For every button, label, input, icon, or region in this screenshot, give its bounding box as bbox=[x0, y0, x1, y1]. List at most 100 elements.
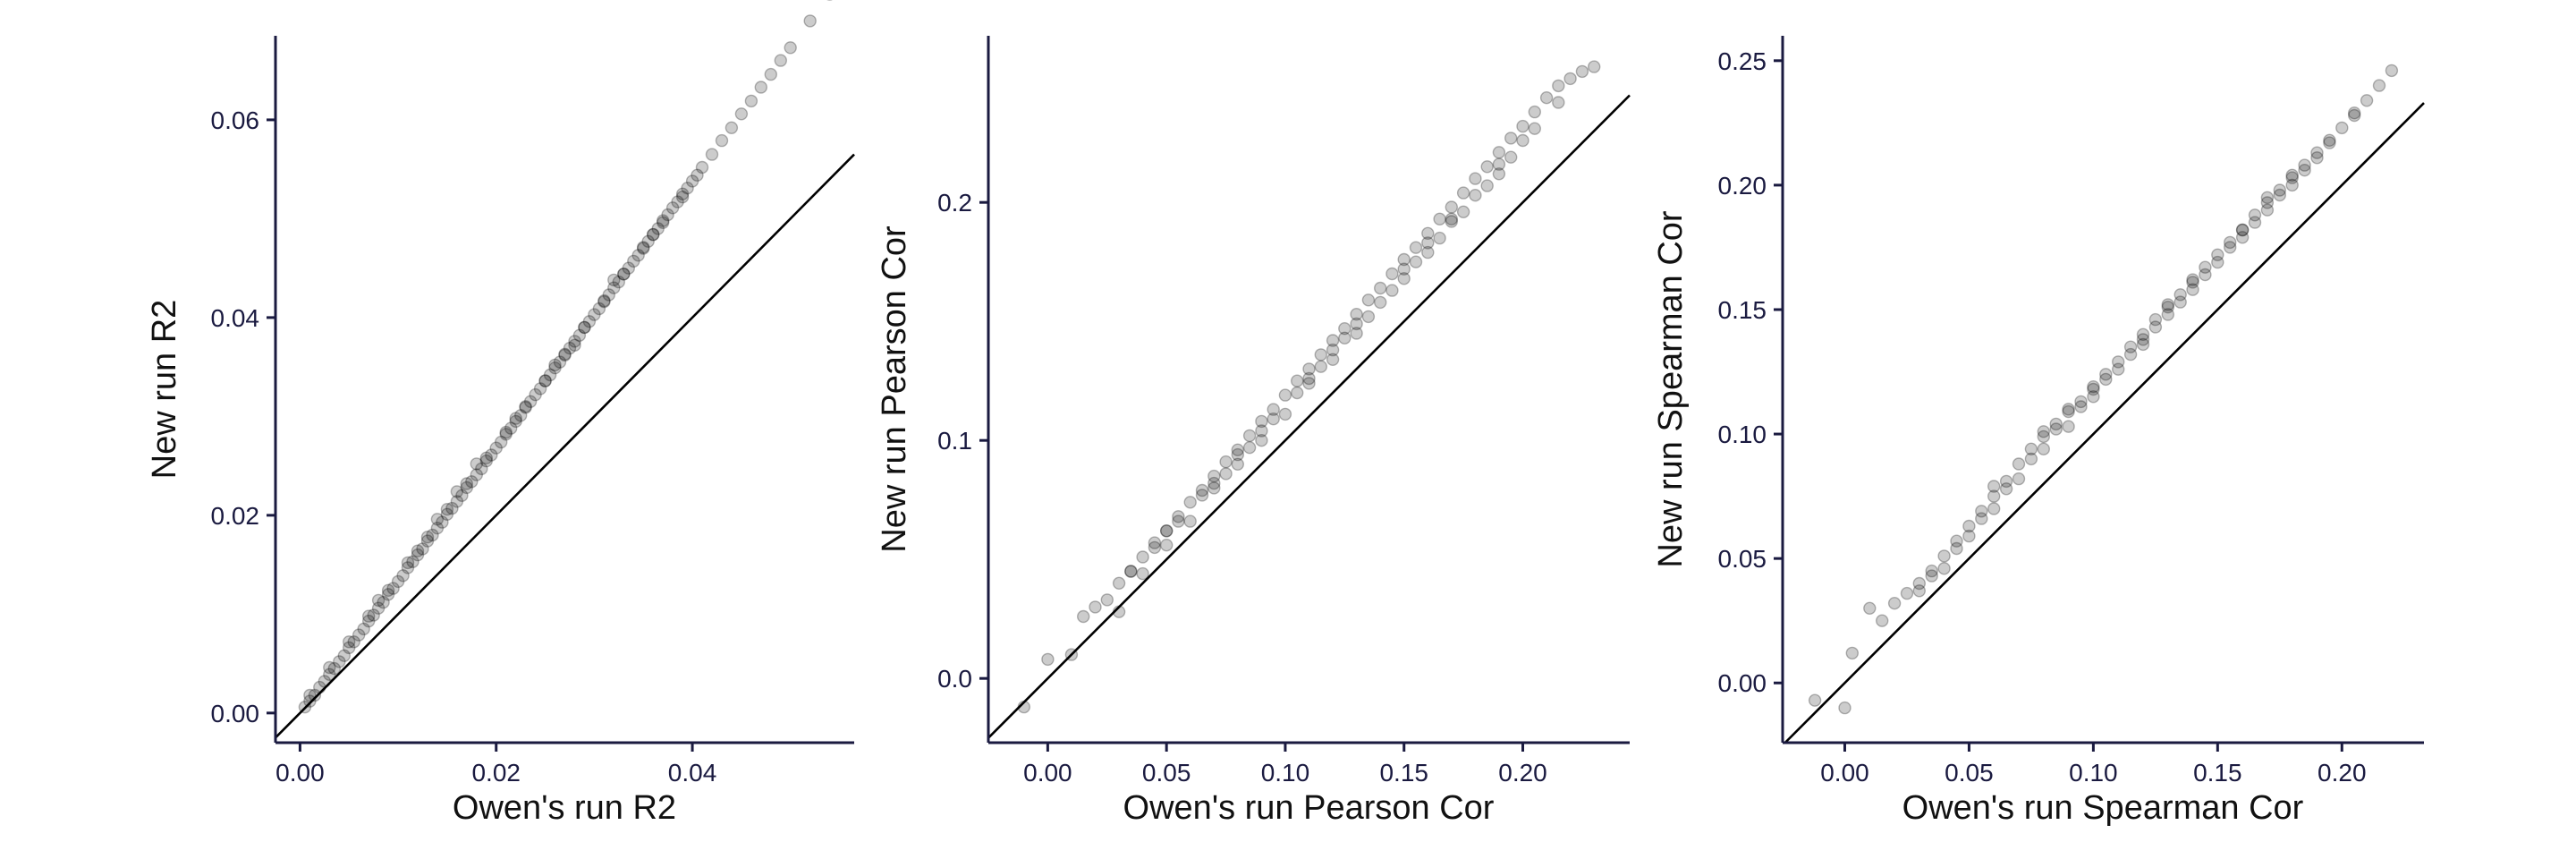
x-axis-title: Owen's run R2 bbox=[453, 789, 676, 827]
data-point bbox=[455, 489, 469, 502]
data-point bbox=[578, 320, 591, 335]
data-point bbox=[362, 614, 376, 628]
data-point bbox=[2285, 178, 2299, 192]
data-point bbox=[1290, 374, 1304, 387]
data-point bbox=[1385, 267, 1399, 281]
data-point bbox=[1912, 584, 1927, 598]
data-point bbox=[592, 302, 606, 316]
data-point bbox=[1041, 652, 1055, 667]
data-point bbox=[2161, 298, 2175, 311]
data-point bbox=[1950, 534, 1963, 548]
data-point bbox=[657, 216, 670, 230]
data-point bbox=[1195, 483, 1209, 498]
data-point bbox=[671, 195, 684, 208]
data-point bbox=[2199, 260, 2212, 274]
data-point bbox=[1445, 200, 1459, 214]
data-point bbox=[411, 548, 425, 562]
data-point bbox=[627, 254, 640, 268]
data-point bbox=[470, 468, 483, 481]
data-point bbox=[1492, 146, 1506, 159]
data-point bbox=[1159, 539, 1174, 552]
data-point bbox=[1373, 281, 1387, 295]
data-point bbox=[568, 338, 581, 352]
data-point bbox=[1267, 403, 1280, 416]
x-tick-label: 0.10 bbox=[2069, 759, 2118, 787]
data-point bbox=[612, 275, 625, 289]
data-point bbox=[333, 655, 346, 668]
data-point bbox=[1314, 360, 1328, 373]
data-point bbox=[2211, 248, 2224, 261]
x-tick-label: 0.00 bbox=[1820, 759, 1869, 787]
x-axis-title: Owen's run Pearson Cor bbox=[1123, 789, 1495, 827]
data-point bbox=[1302, 362, 1316, 376]
data-point bbox=[1445, 215, 1459, 228]
data-point bbox=[657, 214, 670, 227]
data-point bbox=[2323, 136, 2336, 149]
data-point bbox=[1937, 562, 1951, 575]
data-point bbox=[1302, 371, 1316, 386]
data-point bbox=[2012, 457, 2026, 471]
data-point bbox=[538, 374, 552, 387]
data-point bbox=[1900, 586, 1914, 600]
data-point bbox=[445, 501, 459, 515]
data-point bbox=[416, 542, 429, 556]
panel-pearson: 0.00 0.05 0.10 0.15 0.20 0.0 0.1 0.2 Owen's run … bbox=[876, 36, 1631, 827]
data-point bbox=[2074, 400, 2088, 413]
data-point bbox=[1516, 133, 1530, 148]
data-point bbox=[685, 174, 699, 188]
data-point bbox=[647, 227, 660, 242]
data-point bbox=[705, 148, 719, 161]
data-point bbox=[420, 534, 435, 548]
data-point bbox=[470, 457, 483, 471]
x-tick-label: 0.05 bbox=[1142, 759, 1191, 787]
data-point bbox=[523, 395, 538, 408]
data-point bbox=[2199, 268, 2212, 282]
y-tick-label: 0.06 bbox=[211, 106, 260, 134]
data-point bbox=[1469, 188, 1482, 202]
data-point bbox=[675, 190, 690, 204]
data-point bbox=[1350, 327, 1363, 340]
data-point bbox=[323, 668, 336, 681]
data-point bbox=[617, 268, 631, 281]
data-point bbox=[2111, 355, 2125, 369]
data-point bbox=[1267, 412, 1280, 426]
x-tick-label: 0.05 bbox=[1945, 759, 1994, 787]
data-point bbox=[1278, 388, 1292, 402]
panel-r2: 0.00 0.02 0.04 0.00 0.02 0.04 0.06 Owen's run R… bbox=[146, 0, 855, 827]
y-tick-label: 0.00 bbox=[1718, 669, 1767, 697]
data-point bbox=[803, 14, 817, 28]
data-point bbox=[617, 268, 631, 281]
data-point bbox=[1975, 505, 1988, 518]
data-point bbox=[323, 660, 336, 675]
data-point bbox=[764, 67, 777, 81]
data-point bbox=[2260, 203, 2275, 217]
data-point bbox=[2223, 241, 2237, 254]
x-tick-label: 0.10 bbox=[1261, 759, 1310, 787]
data-point bbox=[1208, 481, 1221, 495]
data-point bbox=[715, 133, 729, 148]
data-point bbox=[519, 400, 532, 413]
data-point bbox=[695, 160, 709, 174]
data-point bbox=[2235, 231, 2250, 244]
data-point bbox=[2049, 417, 2063, 431]
data-point bbox=[641, 234, 655, 248]
data-point bbox=[1563, 72, 1577, 86]
data-point bbox=[495, 435, 508, 449]
data-point bbox=[2111, 362, 2125, 376]
data-point bbox=[2136, 333, 2150, 346]
data-point bbox=[2235, 223, 2250, 237]
points bbox=[298, 0, 833, 714]
data-point bbox=[1159, 524, 1174, 538]
data-point bbox=[2062, 403, 2075, 416]
data-point bbox=[2285, 168, 2299, 183]
data-point bbox=[2186, 283, 2199, 296]
data-point bbox=[1504, 150, 1518, 164]
data-point bbox=[1456, 186, 1470, 200]
data-point bbox=[1492, 157, 1506, 171]
y-tick-label: 0.15 bbox=[1718, 296, 1767, 324]
data-point bbox=[1887, 597, 1902, 610]
data-point bbox=[1975, 512, 1988, 525]
data-point bbox=[2099, 372, 2113, 387]
data-point bbox=[602, 288, 615, 302]
data-point bbox=[1255, 434, 1268, 447]
